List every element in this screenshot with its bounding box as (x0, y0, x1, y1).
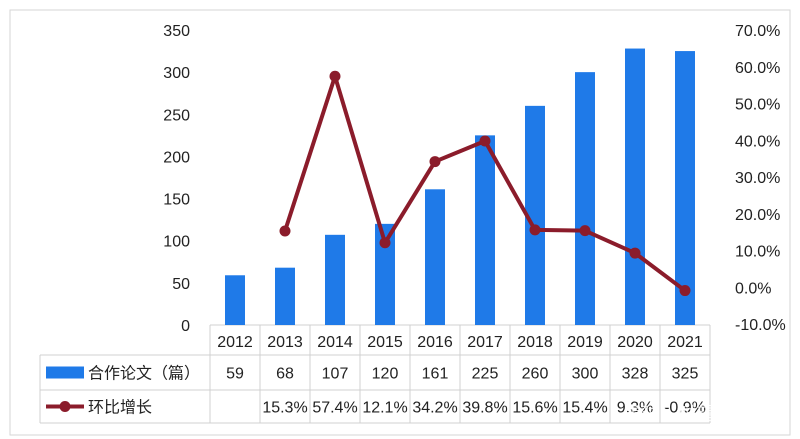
x-tick-label: 2016 (417, 334, 453, 351)
table-cell-growth-value: -0.9% (664, 400, 706, 417)
legend-line-marker (59, 401, 71, 412)
table-cell-growth-value: 15.6% (512, 400, 557, 417)
point-2017 (479, 135, 491, 147)
table-cell-growth-value: 34.2% (412, 400, 457, 417)
table-cell-growth-value: 15.4% (562, 400, 607, 417)
x-tick-label: 2014 (317, 334, 353, 351)
left-axis: 0 50 100 150 200 250 300 350 (163, 23, 190, 335)
x-tick-label: 2019 (567, 334, 603, 351)
left-tick-label: 50 (172, 276, 190, 293)
legend-bar-label: 合作论文（篇） (88, 365, 200, 383)
point-2018 (529, 224, 541, 236)
point-2021 (679, 285, 691, 297)
x-tick-label: 2017 (467, 334, 503, 351)
x-tick-label: 2012 (217, 334, 253, 351)
table-cell-bar-value: 260 (522, 366, 549, 383)
bar-2017 (475, 135, 495, 325)
bar-series (225, 48, 695, 326)
bar-2014 (325, 234, 345, 325)
left-tick-label: 200 (163, 149, 190, 166)
line-series (279, 70, 691, 297)
bar-2016 (425, 189, 445, 325)
x-tick-label: 2013 (267, 334, 303, 351)
x-tick-label: 2020 (617, 334, 653, 351)
right-tick-label: 40.0% (735, 133, 780, 150)
point-2019 (579, 225, 591, 237)
table-cell-bar-value: 59 (226, 366, 244, 383)
right-tick-label: 70.0% (735, 23, 780, 40)
bar-2018 (525, 105, 545, 325)
x-tick-label: 2018 (517, 334, 553, 351)
bar-2015 (375, 223, 395, 325)
bar-2021 (675, 51, 695, 325)
bar-2012 (225, 275, 245, 325)
right-tick-label: 60.0% (735, 60, 780, 77)
table-cell-growth-value: 39.8% (462, 400, 507, 417)
table-cell-bar-value: 107 (322, 366, 349, 383)
bar-2020 (625, 48, 645, 326)
table-cell-bar-value: 325 (672, 366, 699, 383)
right-tick-label: 10.0% (735, 244, 780, 261)
left-tick-label: 100 (163, 234, 190, 251)
table-cell-bar-value: 300 (572, 366, 599, 383)
right-tick-label: 30.0% (735, 170, 780, 187)
table-cell-bar-value: 68 (276, 366, 294, 383)
right-tick-label: 0.0% (735, 280, 771, 297)
x-tick-label: 2015 (367, 334, 403, 351)
watermark: 雪球：时望研究院 (624, 404, 768, 425)
table-cell-growth-value: 9.3% (617, 400, 653, 417)
table-cell-growth-value: 15.3% (262, 400, 307, 417)
table-cell-bar-value: 161 (422, 366, 449, 383)
table-cell-growth-value: 12.1% (362, 400, 407, 417)
left-tick-label: 350 (163, 23, 190, 40)
table-cell-bar-value: 328 (622, 366, 649, 383)
right-tick-label: 50.0% (735, 97, 780, 114)
table-cell-growth-value: 57.4% (312, 400, 357, 417)
table-cell-bar-value: 225 (472, 366, 499, 383)
legend-bar-swatch (46, 366, 84, 379)
point-2020 (629, 247, 641, 259)
left-tick-label: 150 (163, 192, 190, 209)
x-tick-label: 2021 (667, 334, 703, 351)
left-tick-label: 300 (163, 65, 190, 82)
point-2013 (279, 225, 291, 237)
left-tick-label: 0 (181, 318, 190, 335)
right-axis: -10.0% 0.0% 10.0% 20.0% 30.0% 40.0% 50.0% 60.0%… (735, 23, 786, 334)
table-cell-bar-value: 120 (372, 366, 399, 383)
legend-line-label: 环比增长 (88, 399, 152, 417)
right-tick-label: -10.0% (735, 317, 786, 334)
right-tick-label: 20.0% (735, 207, 780, 224)
point-2014 (329, 70, 341, 82)
point-2015 (379, 237, 391, 249)
point-2016 (429, 156, 441, 168)
left-tick-label: 250 (163, 107, 190, 124)
bar-2019 (575, 72, 595, 326)
bar-2013 (275, 267, 295, 325)
